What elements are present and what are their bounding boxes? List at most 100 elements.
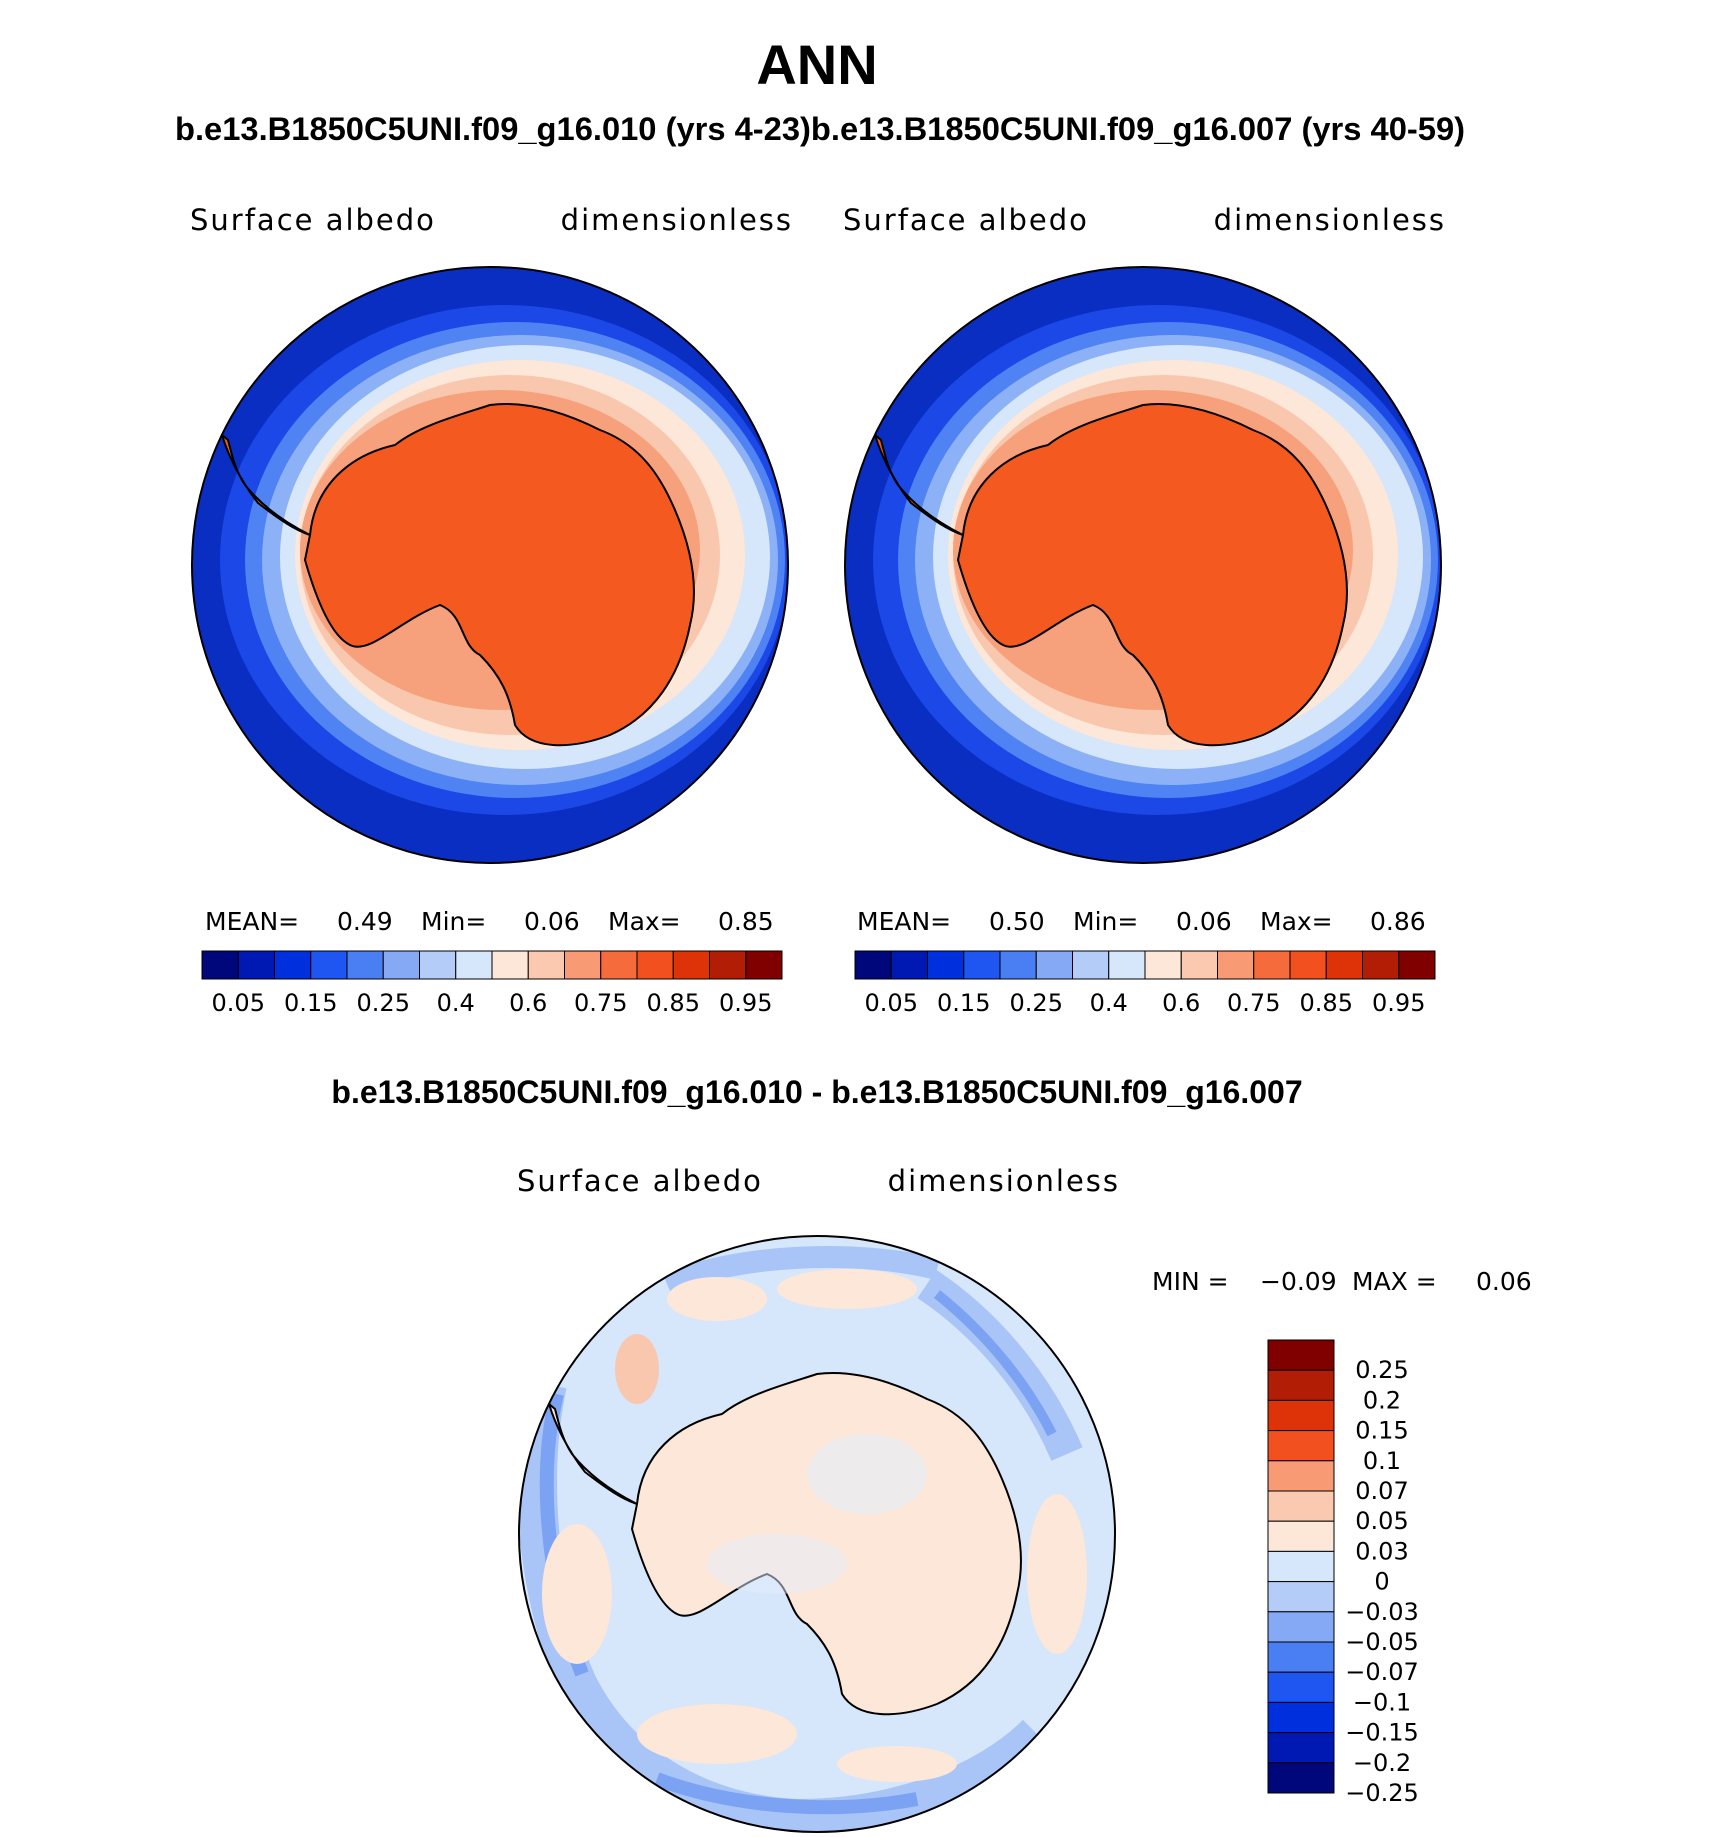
left-colorbar-swatch xyxy=(274,950,312,980)
difference-colorbar-swatch xyxy=(1267,1641,1335,1673)
difference-colorbar-swatch xyxy=(1267,1581,1335,1613)
difference-colorbar-swatch xyxy=(1267,1399,1335,1432)
diff-units-label: dimensionless xyxy=(888,1164,1120,1198)
left-colorbar-tick-label: 0.4 xyxy=(437,989,475,1017)
difference-colorbar-tick-label: 0.07 xyxy=(1355,1477,1408,1505)
left-colorbar-tick-label: 0.05 xyxy=(212,989,265,1017)
right-colorbar: 0.05 0.15 0.25 0.4 0.6 0.75 0.85 0.95 xyxy=(854,950,1436,1017)
case-subtitle: b.e13.B1850C5UNI.f09_g16.010 (yrs 4-23)b… xyxy=(175,111,1465,147)
figure-title: ANN xyxy=(756,33,877,96)
right-colorbar-swatch xyxy=(1144,950,1182,980)
left-colorbar-tick-label: 0.85 xyxy=(647,989,700,1017)
left-polar-map xyxy=(192,267,788,863)
left-colorbar-swatch xyxy=(745,950,783,980)
right-colorbar-swatch xyxy=(927,950,965,980)
difference-colorbar-swatch xyxy=(1267,1490,1335,1522)
left-colorbar: 0.05 0.15 0.25 0.4 0.6 0.75 0.85 0.95 xyxy=(201,950,783,1017)
left-max-value: 0.85 xyxy=(718,907,774,936)
right-min-label: Min= xyxy=(1073,907,1138,936)
difference-colorbar-tick-label: 0.03 xyxy=(1355,1537,1408,1565)
diff-max-label: MAX = xyxy=(1352,1267,1437,1296)
right-colorbar-tick-label: 0.05 xyxy=(865,989,918,1017)
right-colorbar-swatch xyxy=(1180,950,1218,980)
difference-title: b.e13.B1850C5UNI.f09_g16.010 - b.e13.B18… xyxy=(331,1074,1302,1110)
left-colorbar-swatch xyxy=(600,950,638,980)
right-variable-label: Surface albedo xyxy=(843,203,1089,237)
difference-colorbar-tick-label: 0.2 xyxy=(1363,1386,1401,1414)
left-mean-label: MEAN= xyxy=(205,907,299,936)
left-colorbar-swatch xyxy=(382,950,420,980)
left-max-label: Max= xyxy=(608,907,681,936)
difference-colorbar-swatch xyxy=(1267,1369,1335,1401)
diff-min-value: −0.09 xyxy=(1260,1267,1337,1296)
difference-colorbar-tick-label: −0.15 xyxy=(1345,1719,1419,1747)
left-variable-label: Surface albedo xyxy=(190,203,436,237)
right-colorbar-tick-label: 0.95 xyxy=(1372,989,1425,1017)
right-units-label: dimensionless xyxy=(1214,203,1446,237)
right-max-label: Max= xyxy=(1260,907,1333,936)
left-colorbar-swatch xyxy=(672,950,710,980)
difference-colorbar-tick-label: 0 xyxy=(1374,1568,1389,1596)
difference-colorbar-tick-label: 0.05 xyxy=(1355,1507,1408,1535)
right-colorbar-swatch xyxy=(1325,950,1363,980)
left-colorbar-swatch xyxy=(237,950,275,980)
right-colorbar-tick-label: 0.75 xyxy=(1227,989,1280,1017)
diff-min-label: MIN = xyxy=(1152,1267,1229,1296)
right-colorbar-tick-label: 0.4 xyxy=(1090,989,1128,1017)
right-colorbar-swatch xyxy=(1253,950,1291,980)
difference-colorbar-tick-label: 0.15 xyxy=(1355,1417,1408,1445)
left-units-label: dimensionless xyxy=(561,203,793,237)
left-colorbar-swatch xyxy=(346,950,384,980)
difference-colorbar-tick-label: −0.05 xyxy=(1345,1628,1419,1656)
right-min-value: 0.06 xyxy=(1176,907,1232,936)
left-colorbar-tick-label: 0.25 xyxy=(357,989,410,1017)
left-colorbar-tick-label: 0.75 xyxy=(574,989,627,1017)
difference-colorbar-tick-label: −0.25 xyxy=(1345,1779,1419,1807)
left-colorbar-swatch xyxy=(201,950,239,980)
difference-colorbar-swatch xyxy=(1267,1339,1335,1371)
right-colorbar-tick-label: 0.85 xyxy=(1300,989,1353,1017)
left-colorbar-swatch xyxy=(455,950,493,980)
difference-colorbar-swatch xyxy=(1267,1430,1335,1462)
difference-colorbar-swatch xyxy=(1267,1611,1335,1643)
left-colorbar-tick-label: 0.6 xyxy=(509,989,547,1017)
right-map-border xyxy=(844,266,1442,864)
right-polar-map xyxy=(845,267,1441,863)
left-colorbar-swatch xyxy=(419,950,457,980)
difference-colorbar-swatch xyxy=(1267,1732,1335,1764)
difference-polar-map xyxy=(519,1236,1115,1832)
right-colorbar-swatch xyxy=(1289,950,1327,980)
right-colorbar-swatch xyxy=(890,950,928,980)
difference-colorbar-swatch xyxy=(1267,1701,1335,1734)
left-colorbar-swatch xyxy=(491,950,529,980)
difference-colorbar-swatch xyxy=(1267,1550,1335,1583)
difference-colorbar-tick-label: −0.07 xyxy=(1345,1658,1419,1686)
difference-colorbar-tick-label: 0.25 xyxy=(1355,1356,1408,1384)
left-colorbar-swatch xyxy=(709,950,747,980)
right-colorbar-swatch xyxy=(1217,950,1255,980)
difference-colorbar-tick-label: 0.1 xyxy=(1363,1447,1401,1475)
left-min-value: 0.06 xyxy=(524,907,580,936)
difference-colorbar-swatch xyxy=(1267,1520,1335,1552)
right-mean-value: 0.50 xyxy=(989,907,1045,936)
diff-variable-label: Surface albedo xyxy=(517,1164,763,1198)
right-colorbar-tick-label: 0.25 xyxy=(1010,989,1063,1017)
right-colorbar-swatch xyxy=(1072,950,1110,980)
left-colorbar-swatch xyxy=(310,950,348,980)
right-colorbar-swatch xyxy=(854,950,892,980)
left-mean-value: 0.49 xyxy=(337,907,393,936)
difference-colorbar-tick-label: −0.1 xyxy=(1353,1688,1411,1716)
difference-colorbar-swatch xyxy=(1267,1460,1335,1492)
right-colorbar-swatch xyxy=(1398,950,1436,980)
right-colorbar-swatch xyxy=(999,950,1037,980)
left-colorbar-swatch xyxy=(636,950,674,980)
right-colorbar-swatch xyxy=(1362,950,1400,980)
difference-colorbar-tick-label: −0.03 xyxy=(1345,1598,1419,1626)
right-colorbar-swatch xyxy=(1035,950,1073,980)
right-colorbar-swatch xyxy=(963,950,1001,980)
difference-colorbar-swatch xyxy=(1267,1762,1335,1794)
left-min-label: Min= xyxy=(421,907,486,936)
left-colorbar-swatch xyxy=(527,950,565,980)
right-colorbar-swatch xyxy=(1108,950,1146,980)
